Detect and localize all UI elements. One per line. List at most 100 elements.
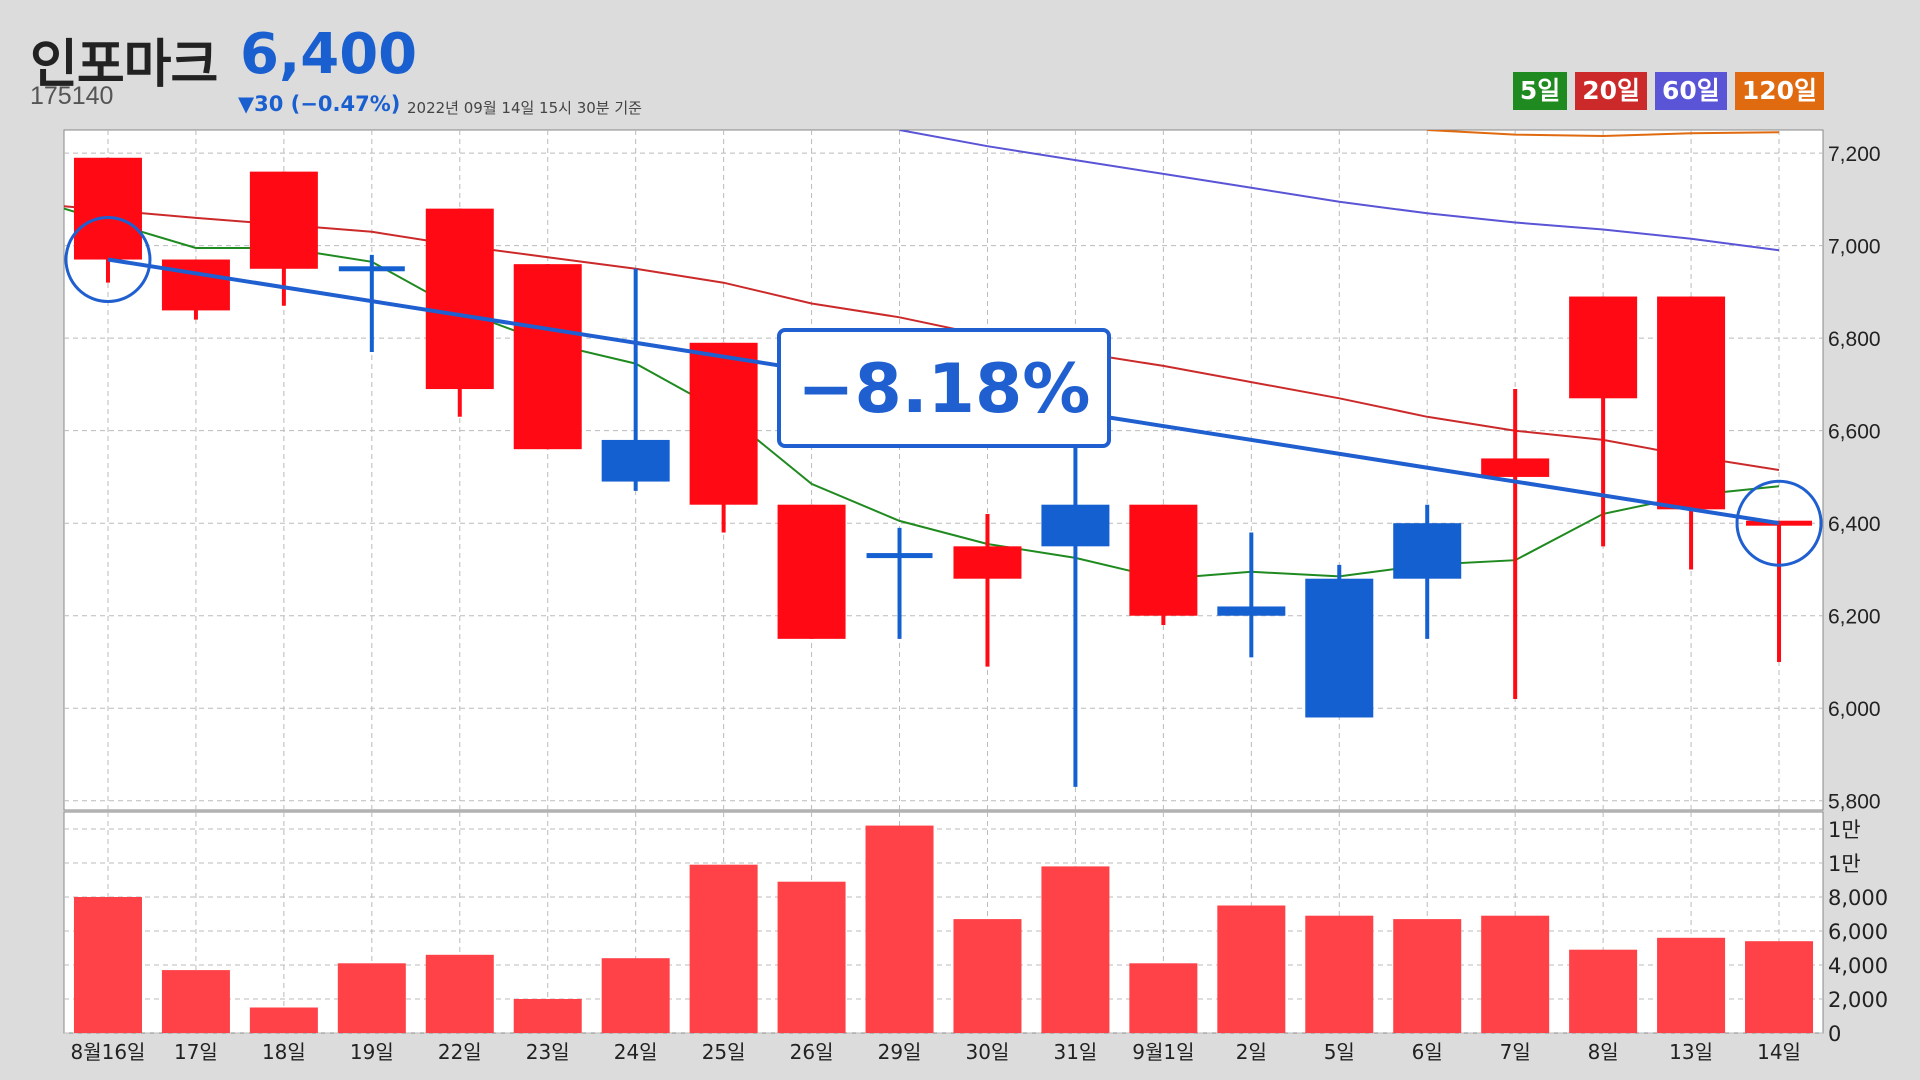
volume-bar: [73, 897, 142, 1033]
volume-tick-label: 0: [1828, 1022, 1841, 1046]
candle: [513, 264, 582, 450]
candle-body: [777, 504, 846, 639]
candle: [1481, 389, 1550, 699]
x-tick-label: 24일: [614, 1040, 658, 1064]
volume-bar: [1393, 919, 1462, 1033]
volume-tick-label: 2,000: [1828, 988, 1888, 1012]
candle: [689, 342, 758, 533]
volume-bar: [953, 919, 1022, 1033]
price-tick-label: 7,000: [1828, 236, 1881, 259]
x-tick-label: 26일: [790, 1040, 834, 1064]
x-tick-label: 30일: [966, 1040, 1010, 1064]
x-tick-label: 9월1일: [1132, 1040, 1194, 1064]
volume-bar: [425, 954, 494, 1033]
candle-body: [1569, 296, 1638, 399]
candle-body: [249, 171, 318, 269]
x-tick-label: 14일: [1757, 1040, 1801, 1064]
candle-body: [513, 264, 582, 450]
price-tick-label: 7,200: [1828, 143, 1881, 166]
volume-bars: [73, 825, 1814, 1033]
volume-tick-label: 6,000: [1828, 920, 1888, 944]
candle: [1041, 439, 1110, 787]
x-tick-label: 5일: [1324, 1040, 1355, 1064]
volume-bar: [601, 958, 670, 1033]
stock-name: 인포마크: [30, 35, 218, 95]
volume-bar: [337, 963, 406, 1033]
candle: [1657, 296, 1726, 570]
ma-legend: 5일 20일 60일 120일: [1512, 72, 1824, 110]
candle: [953, 513, 1022, 667]
current-price: 6,400: [240, 22, 418, 87]
legend-ma5[interactable]: 5일: [1512, 72, 1568, 110]
candle: [249, 171, 318, 306]
candle-body: [1657, 296, 1726, 510]
volume-bar: [865, 825, 934, 1033]
trend-end-marker: [1735, 479, 1823, 567]
x-tick-label: 17일: [174, 1040, 218, 1064]
legend-ma120[interactable]: 120일: [1734, 72, 1824, 110]
price-tick-label: 6,400: [1828, 513, 1881, 536]
volume-bar: [1657, 937, 1726, 1033]
candle-body: [953, 546, 1022, 579]
volume-tick-label: 1만: [1828, 852, 1861, 876]
candle-body: [689, 342, 758, 505]
x-tick-label: 31일: [1053, 1040, 1097, 1064]
x-tick-label: 6일: [1412, 1040, 1443, 1064]
stock-code: 175140: [30, 82, 114, 110]
x-axis: 8월16일 17일 18일 19일 22일 23일 24일 25일 26일 29일 30일 31일 9월…: [70, 1040, 1800, 1064]
x-tick-label: 22일: [438, 1040, 482, 1064]
candle: [1393, 504, 1462, 639]
x-tick-label: 13일: [1669, 1040, 1713, 1064]
x-tick-label: 18일: [262, 1040, 306, 1064]
trend-label-box: [777, 328, 1111, 448]
x-tick-label: 19일: [350, 1040, 394, 1064]
x-tick-label: 8월16일: [70, 1040, 145, 1064]
candle-body: [1393, 523, 1462, 579]
x-tick-label: 8일: [1588, 1040, 1619, 1064]
candle-body: [1481, 458, 1550, 477]
volume-bar: [1481, 915, 1550, 1033]
volume-axis: 1만 1만 8,000 6,000 4,000 2,000 0: [1828, 818, 1888, 1046]
candle: [1129, 504, 1198, 625]
volume-tick-label: 4,000: [1828, 954, 1888, 978]
timestamp: 2022년 09월 14일 15시 30분 기준: [407, 99, 642, 117]
candle-body: [338, 266, 405, 272]
candle: [866, 527, 933, 639]
ma60-line: [899, 130, 1780, 252]
candle-body: [425, 208, 494, 390]
x-tick-label: 25일: [702, 1040, 746, 1064]
candle: [601, 268, 670, 491]
volume-bar: [1305, 915, 1374, 1033]
ma20-line: [64, 205, 1780, 471]
candle-body: [73, 157, 142, 260]
volume-bar: [1745, 941, 1814, 1033]
price-tick-label: 6,200: [1828, 606, 1881, 629]
candle-body: [1041, 504, 1110, 547]
volume-bar: [689, 864, 758, 1033]
legend-ma20[interactable]: 20일: [1575, 72, 1648, 110]
x-tick-label: 29일: [878, 1040, 922, 1064]
x-tick-label: 23일: [526, 1040, 570, 1064]
candle: [338, 254, 405, 353]
candle: [777, 504, 846, 639]
volume-bar: [249, 1007, 318, 1033]
candle: [1217, 532, 1286, 658]
trend-start-marker: [64, 216, 152, 304]
volume-tick-label: 1만: [1828, 818, 1861, 842]
volume-bar: [1217, 905, 1286, 1033]
price-tick-label: 6,000: [1828, 698, 1881, 721]
candle-body: [866, 553, 933, 559]
candle-body: [1217, 606, 1286, 616]
candles: [73, 157, 1813, 787]
x-tick-label: 2일: [1236, 1040, 1267, 1064]
trend-percent-label: −8.18%: [798, 350, 1091, 429]
candle-body: [1129, 504, 1198, 616]
price-tick-label: 5,800: [1828, 791, 1881, 814]
volume-bar: [161, 970, 230, 1033]
candle: [1305, 564, 1374, 718]
price-axis: 7,200 7,000 6,800 6,600 6,400 6,200 6,000 5,800: [1828, 143, 1881, 814]
candle-body: [1305, 578, 1374, 718]
legend-ma60[interactable]: 60일: [1655, 72, 1727, 110]
candle-body: [161, 259, 230, 311]
